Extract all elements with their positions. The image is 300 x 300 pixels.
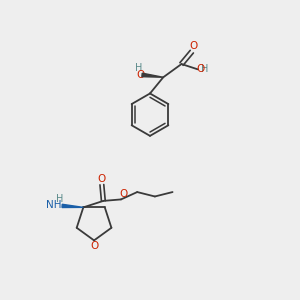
Text: H: H — [56, 194, 64, 204]
Text: O: O — [119, 188, 128, 199]
Text: O: O — [196, 64, 204, 74]
Text: O: O — [90, 241, 98, 251]
Text: NH: NH — [46, 200, 61, 210]
Text: O: O — [189, 41, 197, 51]
Text: H: H — [201, 64, 208, 74]
Text: H: H — [135, 63, 143, 74]
Text: O: O — [137, 70, 145, 80]
Text: O: O — [98, 174, 106, 184]
Polygon shape — [142, 73, 163, 77]
Polygon shape — [62, 204, 83, 208]
